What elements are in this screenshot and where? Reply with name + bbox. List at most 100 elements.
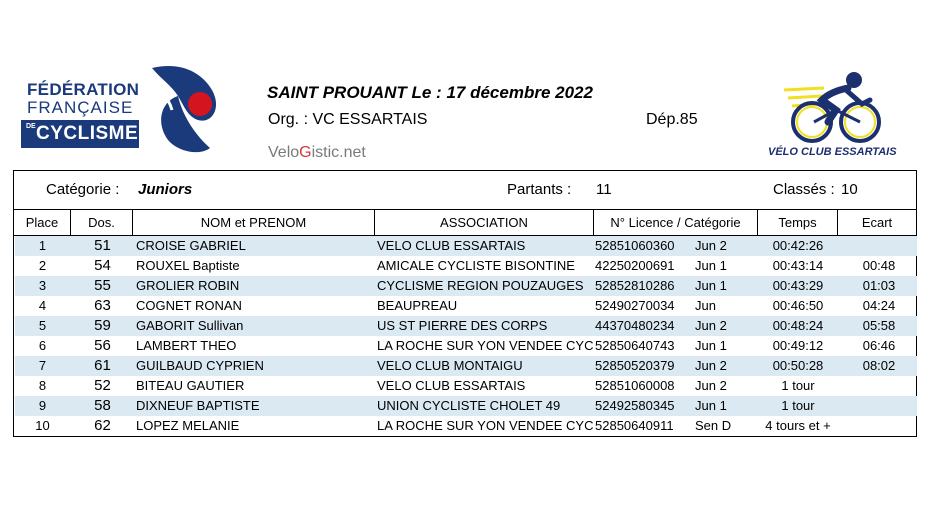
cell-name: CROISE GABRIEL — [136, 238, 246, 253]
cell-dos: 63 — [94, 297, 111, 314]
table-row: 1 51 CROISE GABRIEL VELO CLUB ESSARTAIS … — [15, 236, 917, 256]
cell-category: Jun — [695, 298, 716, 313]
cell-licence: 52850520379 — [595, 358, 675, 373]
results-table-frame — [13, 170, 917, 437]
ffc-logo-bar — [21, 120, 139, 148]
cell-association: LA ROCHE SUR YON VENDEE CYC — [377, 338, 594, 353]
cell-licence: 52850640911 — [595, 418, 674, 433]
cell-dos: 55 — [94, 277, 111, 294]
cell-association: AMICALE CYCLISTE BISONTINE — [377, 258, 575, 273]
cell-category: Jun 1 — [695, 258, 727, 273]
cell-time: 1 tour — [781, 378, 815, 393]
ffc-logo-line3: CYCLISME — [36, 123, 139, 144]
cell-time: 00:50:28 — [772, 358, 824, 373]
ffc-logo-line1: FÉDÉRATION — [27, 80, 140, 99]
table-row: 9 58 DIXNEUF BAPTISTE UNION CYCLISTE CHO… — [15, 396, 917, 416]
cell-gap: 05:58 — [862, 318, 896, 333]
cell-time: 1 tour — [781, 398, 815, 413]
brand-part-g: G — [299, 144, 312, 161]
cell-time: 00:48:24 — [772, 318, 824, 333]
ffc-logo-de: DE — [26, 123, 36, 130]
cell-category: Jun 2 — [695, 318, 727, 333]
cell-category: Jun 2 — [695, 238, 727, 253]
cell-time: 00:43:29 — [772, 278, 824, 293]
cell-licence: 44370480234 — [595, 318, 675, 333]
cell-association: VELO CLUB ESSARTAIS — [377, 378, 526, 393]
cell-association: LA ROCHE SUR YON VENDEE CYC — [377, 418, 594, 433]
cell-association: VELO CLUB MONTAIGU — [377, 358, 523, 373]
col-header-association: ASSOCIATION — [374, 209, 594, 236]
cell-category: Jun 2 — [695, 358, 727, 373]
cell-dos: 56 — [94, 337, 111, 354]
cell-place: 10 — [35, 418, 50, 433]
table-row: 7 61 GUILBAUD CYPRIEN VELO CLUB MONTAIGU… — [15, 356, 917, 376]
col-header-name: NOM et PRENOM — [132, 209, 375, 236]
cell-association: UNION CYCLISTE CHOLET 49 — [377, 398, 561, 413]
cell-association: US ST PIERRE DES CORPS — [377, 318, 548, 333]
cell-gap: 00:48 — [862, 258, 896, 273]
cell-dos: 61 — [94, 357, 111, 374]
table-row: 10 62 LOPEZ MELANIE LA ROCHE SUR YON VEN… — [15, 416, 917, 436]
table-row: 3 55 GROLIER ROBIN CYCLISME REGION POUZA… — [15, 276, 917, 296]
cell-name: GROLIER ROBIN — [136, 278, 240, 293]
col-header-dos: Dos. — [70, 209, 133, 236]
ffc-logo-line2: FRANÇAISE — [27, 98, 134, 117]
department: Dép.85 — [646, 111, 698, 128]
table-row: 2 54 ROUXEL Baptiste AMICALE CYCLISTE BI… — [15, 256, 917, 276]
cell-gap: 04:24 — [862, 298, 896, 313]
partants-label: Partants : — [507, 181, 572, 198]
cell-category: Jun 1 — [695, 278, 727, 293]
event-title: SAINT PROUANT Le : 17 décembre 2022 — [267, 83, 593, 102]
col-header-place: Place — [13, 209, 71, 236]
cell-association: CYCLISME REGION POUZAUGES — [377, 278, 584, 293]
cell-place: 9 — [38, 398, 47, 413]
cell-name: ROUXEL Baptiste — [136, 258, 240, 273]
col-header-licence: N° Licence / Catégorie — [593, 209, 758, 236]
cell-name: GABORIT Sullivan — [136, 318, 244, 333]
cell-name: COGNET RONAN — [136, 298, 242, 313]
cell-place: 7 — [38, 358, 47, 373]
cell-place: 8 — [38, 378, 47, 393]
cell-time: 00:42:26 — [772, 238, 824, 253]
cell-place: 3 — [38, 278, 47, 293]
brand-part-a: Velo — [268, 144, 300, 161]
cell-licence: 52850640743 — [595, 338, 675, 353]
cell-time: 00:43:14 — [772, 258, 824, 273]
cell-category: Jun 2 — [695, 378, 727, 393]
cell-time: 00:49:12 — [772, 338, 824, 353]
cell-licence: 52851060008 — [595, 378, 675, 393]
cell-place: 2 — [38, 258, 47, 273]
cell-name: GUILBAUD CYPRIEN — [136, 358, 264, 373]
cell-licence: 52492580345 — [595, 398, 675, 413]
cell-gap: 08:02 — [862, 358, 896, 373]
cell-name: DIXNEUF BAPTISTE — [136, 398, 260, 413]
cell-dos: 52 — [94, 377, 111, 394]
cell-gap: 06:46 — [862, 338, 896, 353]
classes-value: 10 — [841, 181, 858, 198]
brand-part-b: istic.net — [311, 144, 366, 161]
cell-dos: 58 — [94, 397, 111, 414]
col-header-time: Temps — [757, 209, 838, 236]
cell-name: LAMBERT THEO — [136, 338, 237, 353]
cell-licence: 52852810286 — [595, 278, 675, 293]
partants-value: 11 — [596, 181, 612, 198]
cell-time: 4 tours et + — [765, 418, 831, 433]
cell-dos: 51 — [94, 237, 111, 254]
cell-category: Jun 1 — [695, 338, 727, 353]
cell-category: Sen D — [695, 418, 732, 433]
cell-place: 1 — [38, 238, 47, 253]
classes-label: Classés : — [773, 181, 835, 198]
category-label: Catégorie : — [46, 181, 120, 198]
cell-licence: 42250200691 — [595, 258, 675, 273]
cell-name: BITEAU GAUTIER — [136, 378, 245, 393]
table-row: 4 63 COGNET RONAN BEAUPREAU 52490270034 … — [15, 296, 917, 316]
table-row: 8 52 BITEAU GAUTIER VELO CLUB ESSARTAIS … — [15, 376, 917, 396]
cell-name: LOPEZ MELANIE — [136, 418, 240, 433]
col-header-gap: Ecart — [837, 209, 917, 236]
cell-dos: 54 — [94, 257, 111, 274]
velogistic-brand: VeloGistic.net — [268, 144, 366, 162]
cell-gap: 01:03 — [862, 278, 896, 293]
cell-licence: 52851060360 — [595, 238, 675, 253]
category-value: Juniors — [138, 181, 193, 198]
organizer: Org. : VC ESSARTAIS — [268, 111, 428, 128]
